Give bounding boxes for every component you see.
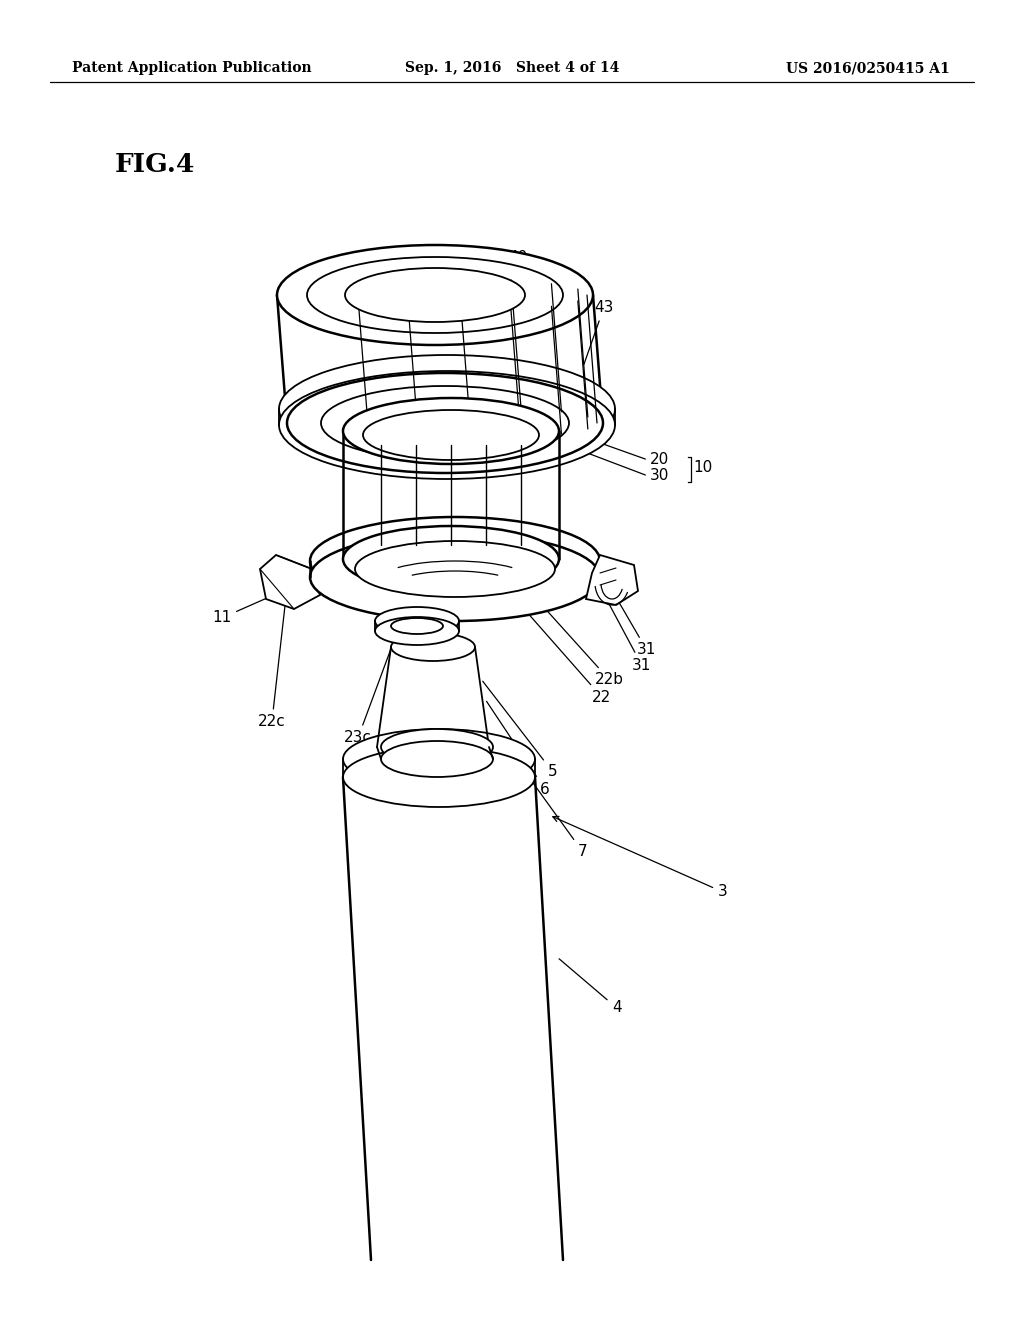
Text: 4: 4 [559, 958, 622, 1015]
Ellipse shape [310, 517, 600, 605]
Text: 40: 40 [492, 251, 527, 301]
Text: FIG.4: FIG.4 [115, 153, 196, 177]
Text: Patent Application Publication: Patent Application Publication [72, 61, 311, 75]
Text: 10: 10 [693, 459, 713, 474]
Text: Sep. 1, 2016   Sheet 4 of 14: Sep. 1, 2016 Sheet 4 of 14 [404, 61, 620, 75]
Ellipse shape [279, 355, 615, 463]
Text: 3: 3 [553, 816, 728, 899]
Ellipse shape [278, 246, 593, 345]
Ellipse shape [343, 747, 535, 807]
Text: 30: 30 [650, 469, 670, 483]
Ellipse shape [343, 729, 535, 789]
Text: 11: 11 [212, 589, 290, 626]
Text: 23c: 23c [344, 630, 398, 746]
Ellipse shape [310, 533, 600, 620]
Ellipse shape [375, 607, 459, 635]
Text: 22b: 22b [515, 576, 624, 688]
Text: 6: 6 [486, 701, 550, 796]
Ellipse shape [381, 729, 493, 766]
Ellipse shape [391, 634, 475, 661]
Text: 22: 22 [505, 587, 611, 705]
Ellipse shape [381, 741, 493, 777]
Text: 7: 7 [524, 771, 588, 859]
Polygon shape [586, 554, 638, 605]
Text: 22c: 22c [258, 582, 288, 730]
Ellipse shape [287, 374, 603, 473]
Ellipse shape [362, 411, 539, 459]
Text: 31: 31 [603, 576, 656, 657]
Ellipse shape [375, 616, 459, 645]
Ellipse shape [279, 371, 615, 479]
Ellipse shape [345, 268, 525, 322]
Polygon shape [260, 554, 319, 609]
Ellipse shape [391, 618, 443, 634]
Text: 43: 43 [584, 301, 613, 364]
Text: 5: 5 [482, 681, 558, 780]
Ellipse shape [343, 399, 559, 465]
Ellipse shape [343, 525, 559, 591]
Ellipse shape [355, 541, 555, 597]
Ellipse shape [307, 257, 563, 333]
Text: US 2016/0250415 A1: US 2016/0250415 A1 [786, 61, 950, 75]
Text: 20: 20 [650, 453, 670, 467]
Ellipse shape [321, 385, 569, 459]
Text: 31: 31 [601, 590, 651, 672]
